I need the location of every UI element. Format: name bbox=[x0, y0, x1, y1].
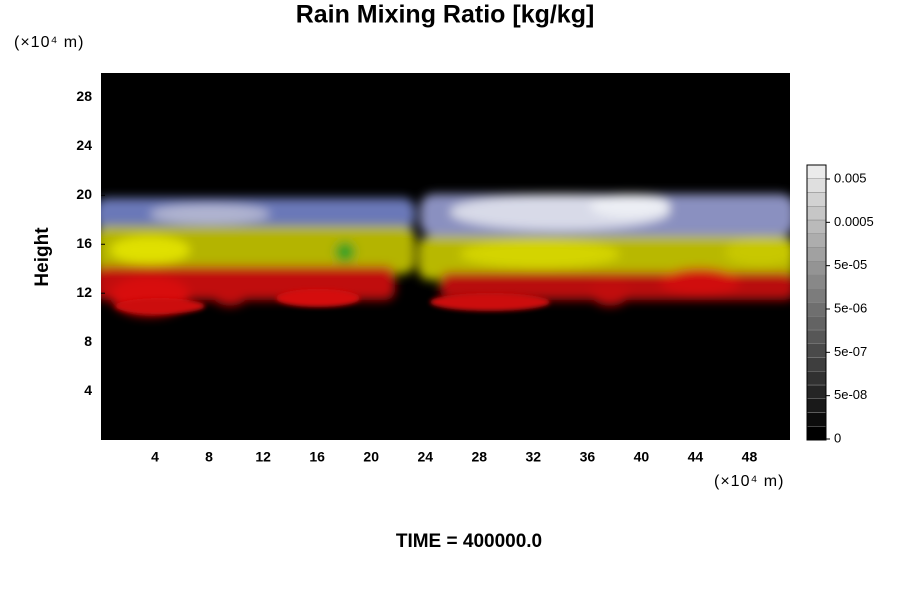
colorbar-tick-label: 5e-07 bbox=[834, 344, 867, 359]
colorbar-level bbox=[806, 357, 827, 372]
x-tick-label: 48 bbox=[742, 449, 758, 465]
colorbar-tick-label: 5e-06 bbox=[834, 300, 867, 315]
colorbar-frame bbox=[806, 164, 827, 441]
x-tick-label: 44 bbox=[688, 449, 704, 465]
y-tick-label: 12 bbox=[76, 284, 92, 300]
colorbar-level bbox=[806, 206, 827, 221]
colorbar-level bbox=[806, 316, 827, 331]
colorbar-level bbox=[806, 192, 827, 207]
x-tick-label: 40 bbox=[634, 449, 650, 465]
colorbar-level bbox=[806, 371, 827, 386]
x-tick-label: 12 bbox=[255, 449, 271, 465]
y-tick-label: 24 bbox=[76, 137, 92, 153]
x-unit: (×10⁴ m) bbox=[714, 473, 784, 490]
colorbar-tick-label: 5e-05 bbox=[834, 257, 867, 272]
y-tick-label: 16 bbox=[76, 235, 92, 251]
x-tick-label: 32 bbox=[526, 449, 542, 465]
x-tick-label: 28 bbox=[471, 449, 487, 465]
colorbar-level bbox=[806, 164, 827, 179]
colorbar-level bbox=[806, 274, 827, 289]
x-tick-label: 24 bbox=[417, 449, 433, 465]
y-tick-label: 8 bbox=[84, 333, 92, 349]
colorbar-level bbox=[806, 261, 827, 276]
colorbar-level bbox=[806, 384, 827, 399]
colorbar-level bbox=[806, 329, 827, 344]
colorbar-level bbox=[806, 288, 827, 303]
x-tick-label: 8 bbox=[205, 449, 213, 465]
y-tick-label: 4 bbox=[84, 382, 92, 398]
colorbar-level bbox=[806, 426, 827, 441]
colorbar-level bbox=[806, 247, 827, 262]
field-render bbox=[101, 194, 790, 316]
colorbar-tick-label: 0.0005 bbox=[834, 214, 874, 229]
time-label: TIME = 400000.0 bbox=[396, 531, 542, 552]
y-tick-label: 20 bbox=[76, 186, 92, 202]
colorbar-level bbox=[806, 178, 827, 193]
x-tick-label: 16 bbox=[309, 449, 325, 465]
x-tick-label: 4 bbox=[151, 449, 159, 465]
y-tick-label: 28 bbox=[76, 88, 92, 104]
chart-title: Rain Mixing Ratio [kg/kg] bbox=[296, 1, 595, 29]
x-tick-label: 36 bbox=[580, 449, 596, 465]
y-axis-label: Height bbox=[32, 227, 53, 287]
colorbar-level bbox=[806, 398, 827, 413]
colorbar-level bbox=[806, 343, 827, 358]
colorbar-level bbox=[806, 412, 827, 427]
colorbar-level bbox=[806, 302, 827, 317]
colorbar-tick-label: 5e-08 bbox=[834, 387, 867, 402]
x-tick-label: 20 bbox=[363, 449, 379, 465]
colorbar-tick-label: 0.005 bbox=[834, 170, 867, 185]
colorbar-level bbox=[806, 233, 827, 248]
y-unit: (×10⁴ m) bbox=[14, 34, 84, 51]
colorbar-tick-label: 0 bbox=[834, 430, 841, 445]
colorbar-level bbox=[806, 219, 827, 234]
